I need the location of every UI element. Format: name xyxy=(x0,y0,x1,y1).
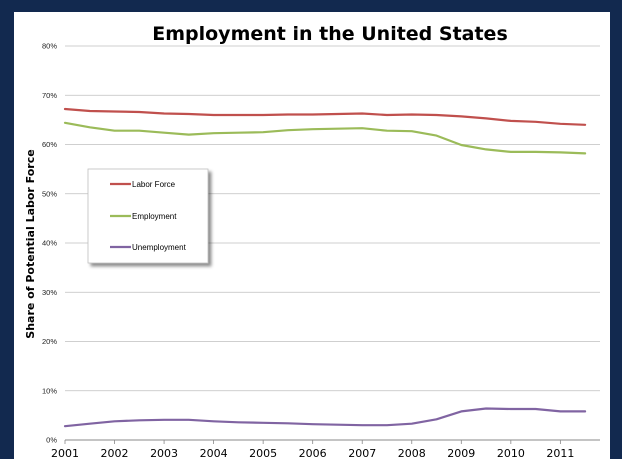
x-tick-label: 2003 xyxy=(150,447,178,459)
x-tick-label: 2009 xyxy=(447,447,475,459)
y-tick-label: 20% xyxy=(42,337,57,346)
y-tick-label: 80% xyxy=(42,42,57,51)
x-tick-label: 2001 xyxy=(51,447,79,459)
x-tick-label: 2008 xyxy=(398,447,426,459)
y-tick-label: 0% xyxy=(46,436,57,445)
y-axis-label: Share of Potential Labor Force xyxy=(24,149,37,338)
y-tick-label: 60% xyxy=(42,140,57,149)
chart-panel: Employment in the United States Share of… xyxy=(14,12,610,459)
legend: Labor Force Employment Unemployment xyxy=(87,168,209,264)
legend-box xyxy=(87,168,209,264)
y-tick-label: 10% xyxy=(42,386,57,395)
x-tick-label: 2011 xyxy=(546,447,574,459)
legend-label: Unemployment xyxy=(132,243,187,252)
x-tick-label: 2002 xyxy=(101,447,129,459)
series-line-employment xyxy=(63,121,587,155)
chart-title: Employment in the United States xyxy=(152,23,508,45)
x-tick-label: 2007 xyxy=(348,447,376,459)
series-lines xyxy=(63,107,587,428)
x-tick-label: 2006 xyxy=(299,447,327,459)
y-tick-label: 50% xyxy=(42,189,57,198)
x-tick-label: 2004 xyxy=(200,447,228,459)
legend-label: Labor Force xyxy=(132,180,176,189)
series-line-unemployment xyxy=(63,407,587,428)
chart: Employment in the United States Share of… xyxy=(24,23,600,459)
y-tick-label: 30% xyxy=(42,288,57,297)
y-tick-labels: 0% 10% 20% 30% 40% 50% 60% 70% 80% xyxy=(42,42,57,445)
series-line-labor-force xyxy=(63,107,587,126)
x-tick-label: 2005 xyxy=(249,447,277,459)
y-tick-label: 70% xyxy=(42,91,57,100)
legend-label: Employment xyxy=(132,212,177,221)
y-tick-label: 40% xyxy=(42,239,57,248)
x-tick-label: 2010 xyxy=(497,447,525,459)
x-tick-labels: 2001 2002 2003 2004 2005 2006 2007 2008 2009 2010… xyxy=(51,447,574,459)
